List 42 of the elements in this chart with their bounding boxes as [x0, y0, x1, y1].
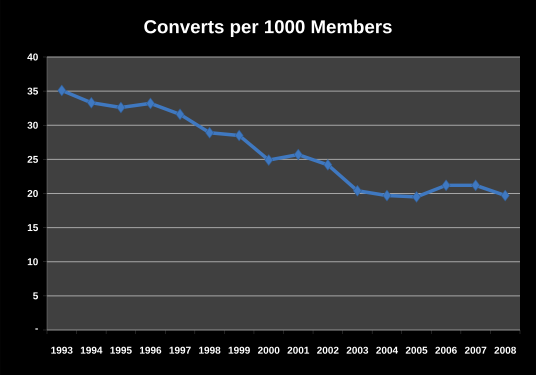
point: [353, 185, 362, 196]
point: [382, 190, 392, 202]
point: [57, 84, 66, 96]
point: [500, 190, 510, 202]
x-tick-label: 1995: [110, 346, 132, 354]
x-tick-label: 2008: [494, 346, 516, 354]
x-tick-label: 1999: [228, 346, 250, 354]
point: [412, 191, 421, 203]
x-tick-label: 1994: [80, 346, 102, 354]
chart-title: Converts per 1000 Members: [144, 20, 392, 38]
x-tick-label: 2007: [464, 346, 486, 354]
x-tick-label: 2004: [376, 346, 398, 354]
x-tick-label: 2006: [435, 346, 457, 354]
point: [294, 148, 303, 160]
y-tick-label: 30: [27, 122, 38, 129]
x-tick-label: 1997: [170, 346, 191, 354]
point: [442, 180, 450, 191]
point: [234, 130, 244, 142]
x-tick-label: 2003: [346, 346, 368, 354]
y-tick-label: 25: [28, 156, 38, 163]
y-tick-label: 40: [27, 53, 38, 61]
x-tick-label: 2000: [258, 346, 280, 354]
point: [87, 97, 96, 108]
x-tick-label: 1998: [199, 346, 220, 354]
x-tick-label: 1993: [51, 346, 73, 354]
point: [116, 102, 126, 114]
point: [324, 159, 332, 170]
y-tick-label: 15: [28, 224, 38, 232]
point: [146, 98, 155, 110]
point: [176, 108, 184, 120]
x-tick-label: 1996: [140, 346, 162, 354]
x-tick-label: 2001: [288, 346, 310, 354]
y-tick-label: 20: [28, 190, 38, 198]
point: [471, 180, 480, 191]
x-tick-label: 2002: [317, 346, 339, 354]
y-tick-label: 35: [27, 88, 38, 95]
point: [205, 127, 214, 138]
y-tick-label: 5: [33, 292, 38, 300]
y-tick-label: -: [35, 328, 38, 330]
point: [264, 154, 274, 166]
x-tick-label: 2005: [406, 346, 428, 354]
y-tick-label: 10: [28, 258, 38, 266]
